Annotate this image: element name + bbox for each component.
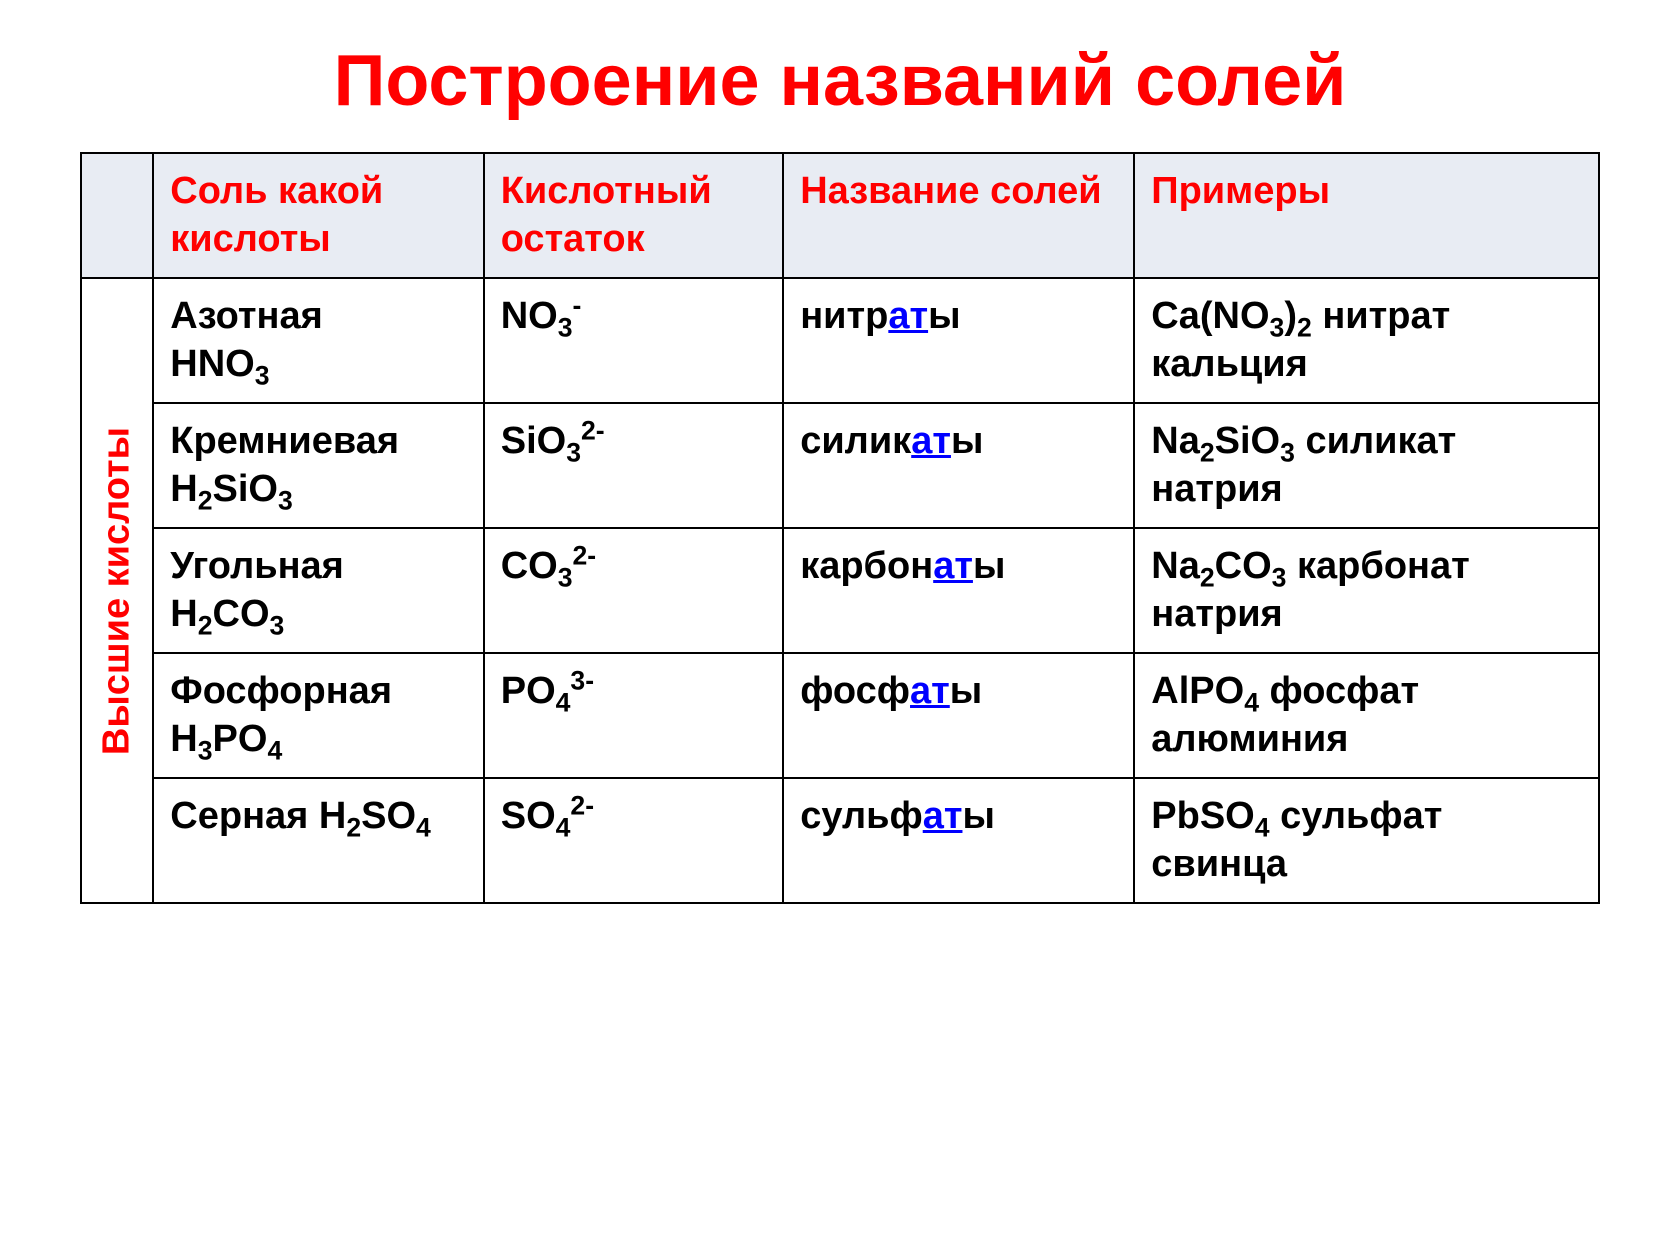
example-cell: Na2SiO3 силикат натрия xyxy=(1134,403,1599,528)
header-residue: Кислотный остаток xyxy=(484,153,783,278)
acid-cell: ФосфорнаяH3PO4 xyxy=(153,653,483,778)
header-acid: Соль какой кислоты xyxy=(153,153,483,278)
header-saltname: Название солей xyxy=(783,153,1134,278)
residue-cell: CO32- xyxy=(484,528,783,653)
saltname-cell: фосфаты xyxy=(783,653,1134,778)
saltname-cell: силикаты xyxy=(783,403,1134,528)
residue-cell: SO42- xyxy=(484,778,783,903)
saltname-cell: карбонаты xyxy=(783,528,1134,653)
saltname-cell: сульфаты xyxy=(783,778,1134,903)
table-row: Высшие кислотыАзотнаяHNO3NO3-нитратыCa(N… xyxy=(81,278,1599,403)
side-label-cell: Высшие кислоты xyxy=(81,278,153,903)
saltname-cell: нитраты xyxy=(783,278,1134,403)
header-example: Примеры xyxy=(1134,153,1599,278)
table-row: ФосфорнаяH3PO4PO43-фосфатыAlPO4 фосфат а… xyxy=(81,653,1599,778)
acid-cell: Серная H2SO4 xyxy=(153,778,483,903)
residue-cell: NO3- xyxy=(484,278,783,403)
side-label: Высшие кислоты xyxy=(93,426,141,754)
table-row: Серная H2SO4SO42-сульфатыPbSO4 сульфат с… xyxy=(81,778,1599,903)
salts-table: Соль какой кислоты Кислотный остаток Наз… xyxy=(80,152,1600,904)
residue-cell: SiO32- xyxy=(484,403,783,528)
acid-cell: УгольнаяH2CO3 xyxy=(153,528,483,653)
page-title: Построение названий солей xyxy=(80,40,1600,122)
example-cell: Na2CO3 карбонат натрия xyxy=(1134,528,1599,653)
example-cell: PbSO4 сульфат свинца xyxy=(1134,778,1599,903)
table-header-row: Соль какой кислоты Кислотный остаток Наз… xyxy=(81,153,1599,278)
table-row: УгольнаяH2CO3CO32-карбонатыNa2CO3 карбон… xyxy=(81,528,1599,653)
example-cell: Ca(NO3)2 нитрат кальция xyxy=(1134,278,1599,403)
table-body: Высшие кислотыАзотнаяHNO3NO3-нитратыCa(N… xyxy=(81,278,1599,903)
example-cell: AlPO4 фосфат алюминия xyxy=(1134,653,1599,778)
acid-cell: АзотнаяHNO3 xyxy=(153,278,483,403)
acid-cell: КремниеваяH2SiO3 xyxy=(153,403,483,528)
residue-cell: PO43- xyxy=(484,653,783,778)
table-row: КремниеваяH2SiO3SiO32-силикатыNa2SiO3 си… xyxy=(81,403,1599,528)
header-corner xyxy=(81,153,153,278)
